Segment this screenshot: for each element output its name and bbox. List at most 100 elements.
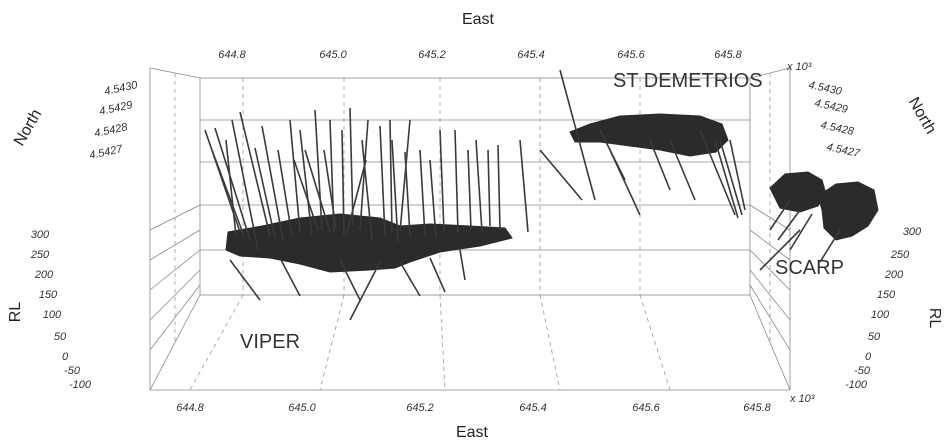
left-rl-tick-labels: 300 250 200 150 100 50 0 -50 -100	[30, 229, 92, 391]
top-east-tick-label: 645.2	[418, 49, 446, 61]
drill-hole-trace	[211, 149, 245, 237]
right-north-tick-label: 4.5429	[813, 97, 848, 116]
drill-hole-trace	[349, 107, 354, 226]
right-rl-tick-labels: 300 250 200 150 100 50 0 -50 -100	[845, 226, 922, 391]
right-rl-tick-label: 100	[871, 309, 890, 321]
drill-hole-trace	[399, 261, 421, 297]
drill-hole-trace	[669, 139, 696, 201]
drill-hole-trace	[341, 129, 345, 237]
right-rl-tick-label: -100	[845, 379, 868, 391]
left-rl-tick-label: 100	[43, 309, 62, 321]
drill-hole-trace	[519, 139, 529, 233]
drill-hole-trace	[229, 259, 261, 301]
bottom-east-tick-label: 645.2	[406, 402, 434, 414]
bottom-east-tick-label: 644.8	[176, 402, 204, 414]
drill-hole-trace	[359, 119, 369, 231]
drill-hole-trace	[789, 213, 813, 251]
drill-hole-trace	[497, 144, 501, 231]
right-rl-tick-label: -50	[854, 365, 871, 377]
drill-hole-trace	[254, 147, 276, 239]
top-east-tick-labels: 644.8 645.0 645.2 645.4 645.6 645.8	[218, 49, 742, 61]
right-rl-axis-title: RL	[926, 308, 943, 329]
left-north-axis-title: North	[11, 107, 45, 149]
drill-hole-trace	[261, 125, 284, 241]
drill-hole-trace	[289, 119, 301, 233]
drill-hole-trace	[389, 119, 393, 233]
right-rl-tick-label: 250	[890, 249, 910, 261]
drill-hole-trace	[539, 149, 583, 201]
left-rl-axis-title: RL	[7, 302, 24, 323]
right-rl-tick-label: 0	[865, 351, 872, 363]
drill-hole-trace	[439, 129, 445, 233]
left-rl-tick-label: -100	[69, 379, 92, 391]
bottom-east-tick-labels: 644.8 645.0 645.2 645.4 645.6 645.8	[176, 402, 771, 414]
drill-hole-trace	[314, 109, 323, 231]
right-rl-tick-label: 300	[903, 226, 922, 238]
side-wall-grid	[149, 67, 791, 391]
left-rl-tick-label: 150	[39, 289, 58, 301]
drill-hole-trace	[214, 127, 251, 241]
drill-hole-trace	[361, 139, 373, 241]
drill-hole-trace	[714, 139, 739, 219]
left-rl-tick-label: 250	[30, 249, 50, 261]
label-viper: VIPER	[240, 331, 300, 353]
drill-hole-trace	[323, 149, 337, 229]
drill-hole-trace	[231, 119, 259, 251]
drill-holes	[204, 69, 841, 321]
left-north-tick-label: 4.5429	[98, 99, 133, 118]
right-rl-tick-label: 200	[884, 269, 904, 281]
drill-hole-trace	[429, 257, 446, 293]
drill-hole-trace	[277, 149, 293, 237]
drill-hole-trace	[225, 139, 237, 237]
top-exponent: x 10³	[786, 61, 812, 73]
right-north-tick-label: 4.5430	[807, 79, 843, 98]
drill-hole-trace	[819, 229, 841, 263]
drill-hole-trace	[454, 129, 459, 233]
drill-hole-trace	[349, 261, 381, 321]
drill-hole-trace	[304, 149, 331, 233]
drill-hole-trace	[559, 69, 596, 201]
right-north-axis-title: North	[905, 95, 939, 137]
drill-hole-trace	[459, 249, 466, 281]
left-rl-tick-label: -50	[64, 365, 81, 377]
bottom-axis-title: East	[456, 424, 489, 441]
drill-hole-trace	[399, 119, 411, 233]
viper-orebody	[225, 213, 513, 273]
label-st-demetrios: ST DEMETRIOS	[613, 70, 763, 92]
label-scarp: SCARP	[775, 257, 844, 279]
bottom-east-tick-label: 645.6	[632, 402, 660, 414]
drill-hole-trace	[419, 149, 426, 237]
drill-hole-trace	[729, 139, 746, 211]
top-east-tick-label: 645.8	[714, 49, 742, 61]
right-rl-tick-label: 150	[877, 289, 896, 301]
bottom-east-tick-label: 645.8	[743, 402, 771, 414]
scarp-orebody-b	[817, 181, 879, 241]
drill-hole-trace	[279, 257, 301, 297]
left-north-tick-label: 4.5428	[93, 121, 129, 140]
drill-hole-trace	[599, 129, 626, 181]
drill-hole-trace	[379, 125, 386, 237]
bottom-exponent: x 10³	[789, 393, 815, 405]
drill-hole-trace	[345, 159, 367, 237]
left-rl-tick-label: 300	[31, 229, 50, 241]
bottom-east-tick-label: 645.4	[519, 402, 547, 414]
drill-hole-trace	[391, 139, 399, 243]
top-east-tick-label: 645.4	[517, 49, 545, 61]
bottom-east-tick-label: 645.0	[288, 402, 316, 414]
drill-hole-trace	[239, 111, 271, 237]
scarp-orebody-a	[769, 171, 827, 213]
right-rl-tick-label: 50	[868, 331, 881, 343]
left-rl-tick-label: 50	[54, 331, 67, 343]
drill-hole-trace	[475, 139, 483, 233]
top-axis-title: East	[462, 11, 495, 28]
orebodies	[225, 113, 879, 273]
top-east-tick-label: 645.0	[319, 49, 347, 61]
right-north-tick-label: 4.5427	[825, 141, 861, 160]
drill-hole-trace	[769, 199, 791, 231]
drill-hole-trace	[777, 209, 801, 241]
left-north-tick-label: 4.5427	[88, 143, 124, 162]
left-rl-tick-label: 200	[34, 269, 54, 281]
